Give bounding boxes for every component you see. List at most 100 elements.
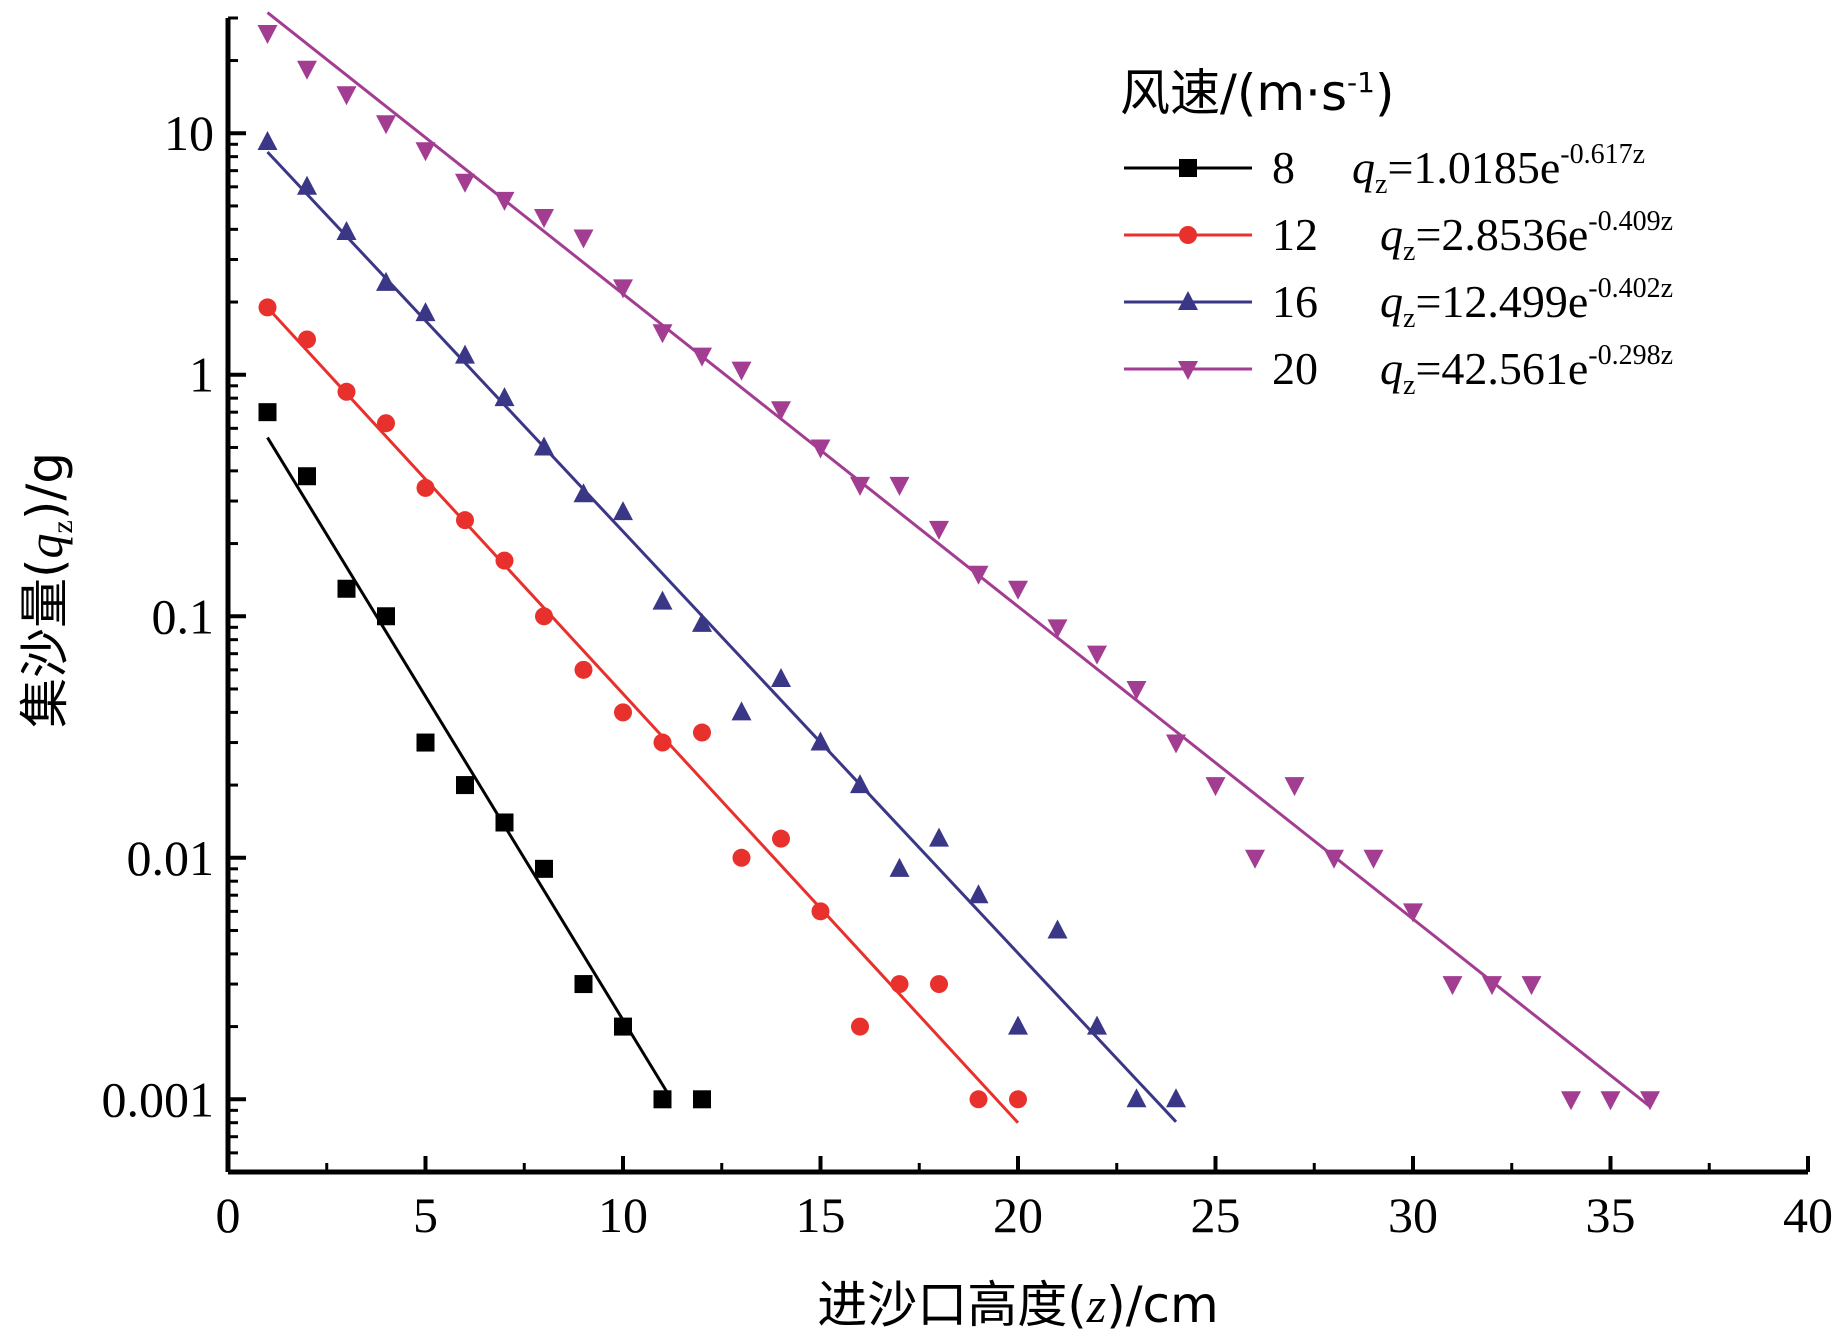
data-point — [1126, 680, 1147, 700]
plot-area — [257, 11, 1660, 1124]
legend-label: 12 — [1272, 209, 1318, 260]
data-point — [969, 1090, 988, 1109]
data-point — [614, 1017, 632, 1036]
x-tick-label: 10 — [598, 1187, 648, 1243]
data-point — [1166, 1088, 1186, 1108]
data-point — [851, 1017, 869, 1036]
data-point — [968, 565, 989, 585]
data-point — [495, 813, 514, 832]
data-point — [573, 229, 594, 249]
legend-item-8: 8 qz=1.0185e-0.617z — [1124, 139, 1645, 200]
data-point — [1561, 1091, 1581, 1111]
data-point — [810, 439, 831, 459]
legend-label: 8 — [1272, 142, 1295, 193]
legend-equation: qz=42.561e-0.298z — [1380, 340, 1673, 401]
data-point — [1442, 976, 1463, 996]
data-point — [455, 173, 475, 193]
legend-marker — [1178, 361, 1198, 380]
data-point — [1047, 619, 1068, 639]
data-point — [771, 401, 791, 421]
x-axis-title-pre: 进沙口高度( — [817, 1276, 1087, 1334]
x-tick-label: 0 — [216, 1187, 241, 1243]
x-tick-label: 40 — [1783, 1187, 1833, 1243]
data-point — [534, 208, 554, 228]
data-point — [652, 590, 673, 610]
legend-equation: qz=2.8536e-0.409z — [1380, 206, 1673, 267]
data-point — [1087, 645, 1107, 665]
data-point — [534, 436, 554, 456]
x-ticks: 0 5 10 15 20 25 30 35 40 — [216, 1156, 1833, 1243]
data-point — [1600, 1091, 1621, 1111]
data-point — [613, 279, 633, 299]
series-12 — [258, 298, 1027, 1124]
y-tick-label: 10 — [164, 105, 214, 161]
data-point — [653, 733, 672, 752]
data-point — [929, 520, 949, 540]
data-point — [377, 414, 395, 433]
data-point — [336, 220, 357, 240]
data-point — [415, 142, 436, 162]
y-tick-label: 0.1 — [152, 588, 215, 644]
data-point — [258, 298, 277, 317]
data-point — [968, 884, 989, 904]
data-point — [455, 344, 475, 364]
data-point — [535, 859, 553, 878]
data-point — [1521, 976, 1542, 996]
data-point — [257, 25, 278, 45]
legend-title-pre: 风速/(m·s — [1120, 64, 1347, 122]
data-point — [692, 347, 712, 367]
x-tick-label: 30 — [1388, 1187, 1438, 1243]
data-point — [1009, 1090, 1027, 1109]
data-point — [693, 1090, 711, 1109]
fit-line-8 — [266, 436, 672, 1099]
y-axis-title-post: )/g — [16, 452, 74, 520]
legend-title: 风速/(m·s-1) — [1120, 64, 1394, 122]
data-point — [1482, 976, 1502, 996]
data-point — [1640, 1091, 1660, 1111]
y-axis-title-pre: 集沙量( — [16, 558, 74, 728]
data-point — [890, 975, 909, 994]
y-axis-title: 集沙量(qz)/g — [16, 452, 79, 728]
data-point — [337, 579, 356, 598]
series-20 — [257, 11, 1660, 1111]
data-point — [297, 60, 317, 80]
data-point — [298, 467, 316, 486]
x-axis-title: 进沙口高度(z)/cm — [817, 1276, 1219, 1334]
data-point — [377, 607, 395, 626]
data-point — [614, 703, 632, 722]
data-point — [652, 324, 673, 344]
data-point — [731, 701, 752, 721]
data-point — [1403, 903, 1423, 923]
data-point — [297, 175, 317, 195]
data-point — [535, 607, 553, 626]
data-point — [1008, 580, 1028, 600]
data-point — [574, 975, 593, 994]
data-point — [494, 191, 515, 211]
y-axis-title-sub: z — [46, 520, 79, 533]
data-point — [732, 848, 751, 867]
data-point — [930, 975, 948, 994]
legend-rows: 8 qz=1.0185e-0.617z 12 qz=2.8536e-0.409z 16 q… — [1124, 139, 1673, 401]
legend-item-12: 12 qz=2.8536e-0.409z — [1124, 206, 1673, 267]
x-tick-label: 15 — [796, 1187, 846, 1243]
data-point — [929, 827, 949, 847]
data-point — [376, 271, 396, 291]
x-tick-label: 25 — [1191, 1187, 1241, 1243]
legend-item-16: 16 qz=12.499e-0.402z — [1124, 273, 1673, 334]
legend: 风速/(m·s-1) 8 qz=1.0185e-0.617z 12 qz=2.8536… — [1120, 64, 1673, 401]
series-16 — [257, 130, 1186, 1123]
data-point — [1008, 1015, 1028, 1035]
data-point — [1047, 919, 1068, 939]
data-point — [494, 387, 515, 407]
data-point — [1284, 777, 1305, 797]
data-point — [889, 476, 910, 496]
legend-item-20: 20 qz=42.561e-0.298z — [1124, 340, 1673, 401]
x-tick-label: 20 — [993, 1187, 1043, 1243]
y-ticks: 0.001 0.01 0.1 1 10 — [102, 16, 246, 1174]
data-point — [693, 723, 711, 742]
data-point — [731, 361, 752, 381]
legend-label: 16 — [1272, 276, 1318, 327]
data-point — [1126, 1088, 1147, 1108]
legend-equation: qz=12.499e-0.402z — [1380, 273, 1673, 334]
data-point — [456, 511, 474, 530]
